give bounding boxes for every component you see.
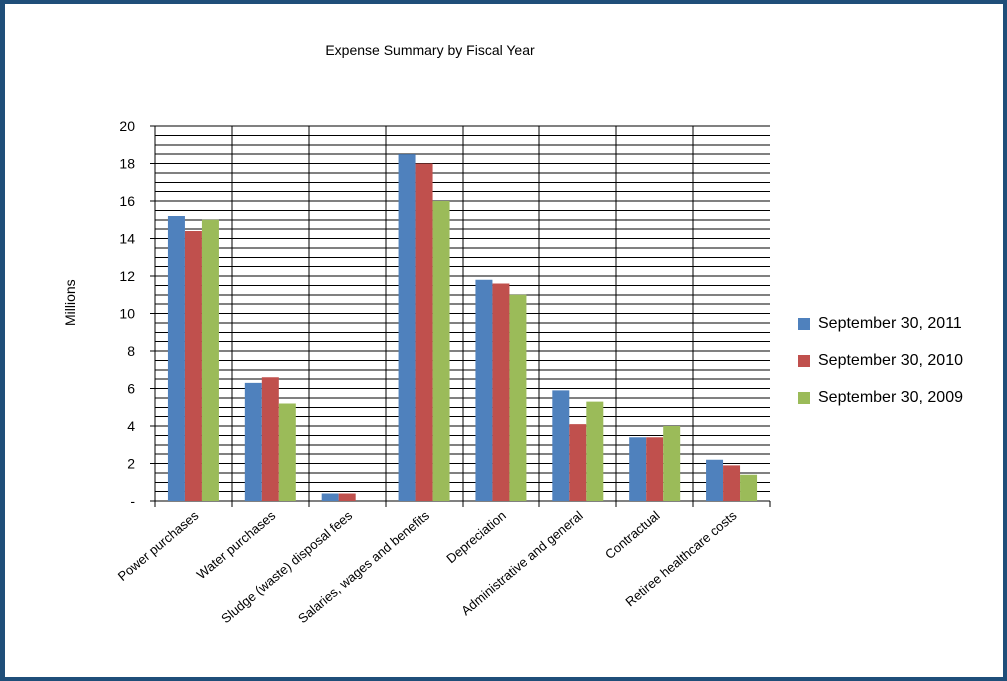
- bar: [552, 390, 570, 501]
- legend-swatch: [798, 317, 810, 330]
- chart-title: Expense Summary by Fiscal Year: [325, 42, 535, 58]
- bar: [492, 283, 510, 501]
- legend-swatch: [798, 354, 810, 367]
- legend-item: September 30, 2009: [798, 379, 963, 416]
- y-tick-label: 20: [119, 118, 135, 134]
- x-tick-label: Administrative and general: [458, 508, 586, 618]
- x-tick-label: Salaries, wages and benefits: [295, 507, 432, 626]
- bar: [586, 401, 604, 501]
- x-tick-label: Sludge (waste) disposal fees: [218, 507, 355, 626]
- bar: [201, 219, 219, 501]
- y-tick-label: 10: [119, 306, 135, 322]
- legend-label: September 30, 2011: [818, 314, 962, 332]
- x-tick-label: Power purchases: [115, 507, 202, 583]
- y-tick-label: -: [130, 493, 135, 509]
- bar: [278, 403, 296, 501]
- bar: [629, 437, 647, 501]
- y-tick-label: 4: [127, 418, 135, 434]
- bar: [569, 424, 587, 501]
- bar: [723, 465, 741, 501]
- legend-swatch: [798, 391, 810, 404]
- bar: [167, 216, 185, 501]
- bar: [398, 154, 416, 501]
- y-tick-label: 6: [127, 381, 135, 397]
- bar: [646, 437, 664, 501]
- y-tick-label: 16: [119, 193, 135, 209]
- bar: [509, 294, 527, 501]
- bar: [415, 163, 433, 501]
- legend-label: September 30, 2010: [818, 351, 963, 369]
- bar: [244, 382, 262, 501]
- y-tick-label: 2: [127, 456, 135, 472]
- bar: [338, 493, 356, 501]
- y-tick-label: 8: [127, 343, 135, 359]
- bar: [706, 459, 724, 501]
- bar: [432, 201, 450, 501]
- legend-label: September 30, 2009: [818, 388, 963, 406]
- legend-item: September 30, 2011: [798, 305, 963, 342]
- y-tick-label: 14: [119, 231, 135, 247]
- bar: [261, 377, 279, 501]
- bar: [475, 279, 493, 501]
- bar: [184, 231, 202, 501]
- bar: [740, 474, 758, 501]
- y-tick-label: 18: [119, 156, 135, 172]
- bar: [321, 493, 339, 501]
- y-tick-label: 12: [119, 268, 135, 284]
- legend: September 30, 2011 September 30, 2010 Sept…: [798, 305, 963, 416]
- x-tick-label: Water purchases: [194, 507, 279, 582]
- legend-item: September 30, 2010: [798, 342, 963, 379]
- bar: [663, 426, 681, 501]
- x-tick-label: Contractual: [602, 508, 663, 562]
- x-tick-label: Depreciation: [443, 508, 509, 566]
